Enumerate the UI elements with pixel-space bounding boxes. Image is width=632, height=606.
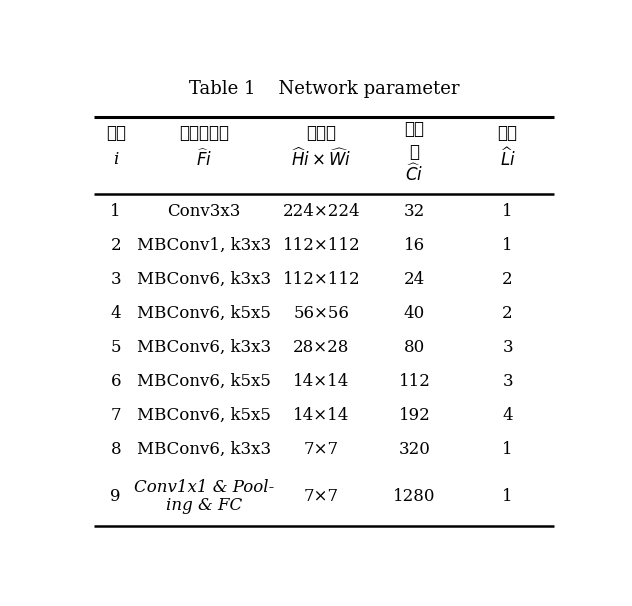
Text: MBConv6, k3x3: MBConv6, k3x3 <box>137 339 271 356</box>
Text: 1: 1 <box>502 441 513 458</box>
Text: $\widehat{L}i$: $\widehat{L}i$ <box>500 148 516 170</box>
Text: 14×14: 14×14 <box>293 407 349 424</box>
Text: 1: 1 <box>111 202 121 219</box>
Text: 层数: 层数 <box>497 125 518 142</box>
Text: 6: 6 <box>111 373 121 390</box>
Text: 40: 40 <box>404 305 425 322</box>
Text: 24: 24 <box>404 271 425 288</box>
Text: $\widehat{F}i$: $\widehat{F}i$ <box>196 148 212 170</box>
Text: 32: 32 <box>404 202 425 219</box>
Text: 7×7: 7×7 <box>304 441 339 458</box>
Text: 通道: 通道 <box>404 121 425 138</box>
Text: Table 1    Network parameter: Table 1 Network parameter <box>188 80 459 98</box>
Text: 112: 112 <box>399 373 430 390</box>
Text: 2: 2 <box>502 271 513 288</box>
Text: 1: 1 <box>502 202 513 219</box>
Text: 192: 192 <box>399 407 430 424</box>
Text: Conv1x1 & Pool-: Conv1x1 & Pool- <box>134 479 274 496</box>
Text: 14×14: 14×14 <box>293 373 349 390</box>
Text: MBConv6, k5x5: MBConv6, k5x5 <box>137 305 271 322</box>
Text: 16: 16 <box>404 237 425 254</box>
Text: 9: 9 <box>111 488 121 505</box>
Text: 224×224: 224×224 <box>283 202 360 219</box>
Text: 4: 4 <box>111 305 121 322</box>
Text: 1: 1 <box>502 488 513 505</box>
Text: 80: 80 <box>404 339 425 356</box>
Text: MBConv1, k3x3: MBConv1, k3x3 <box>137 237 271 254</box>
Text: 56×56: 56×56 <box>293 305 349 322</box>
Text: 1280: 1280 <box>393 488 435 505</box>
Text: 数: 数 <box>410 144 420 161</box>
Text: i: i <box>113 150 118 167</box>
Text: MBConv6, k5x5: MBConv6, k5x5 <box>137 407 271 424</box>
Text: 7×7: 7×7 <box>304 488 339 505</box>
Text: 112×112: 112×112 <box>283 237 360 254</box>
Text: 2: 2 <box>502 305 513 322</box>
Text: 112×112: 112×112 <box>283 271 360 288</box>
Text: 3: 3 <box>502 339 513 356</box>
Text: Conv3x3: Conv3x3 <box>167 202 241 219</box>
Text: 2: 2 <box>111 237 121 254</box>
Text: $\widehat{C}i$: $\widehat{C}i$ <box>406 164 423 185</box>
Text: MBConv6, k5x5: MBConv6, k5x5 <box>137 373 271 390</box>
Text: MBConv6, k3x3: MBConv6, k3x3 <box>137 441 271 458</box>
Text: 28×28: 28×28 <box>293 339 349 356</box>
Text: 阶段: 阶段 <box>106 125 126 142</box>
Text: MBConv6, k3x3: MBConv6, k3x3 <box>137 271 271 288</box>
Text: 3: 3 <box>111 271 121 288</box>
Text: ing & FC: ing & FC <box>166 497 242 514</box>
Text: $\widehat{H}i \times \widehat{W}i$: $\widehat{H}i \times \widehat{W}i$ <box>291 148 351 170</box>
Text: 1: 1 <box>502 237 513 254</box>
Text: 分辨率: 分辨率 <box>307 125 336 142</box>
Text: 8: 8 <box>111 441 121 458</box>
Text: 3: 3 <box>502 373 513 390</box>
Text: 7: 7 <box>111 407 121 424</box>
Text: 5: 5 <box>111 339 121 356</box>
Text: 320: 320 <box>399 441 430 458</box>
Text: 卷积核大小: 卷积核大小 <box>179 125 229 142</box>
Text: 4: 4 <box>502 407 513 424</box>
